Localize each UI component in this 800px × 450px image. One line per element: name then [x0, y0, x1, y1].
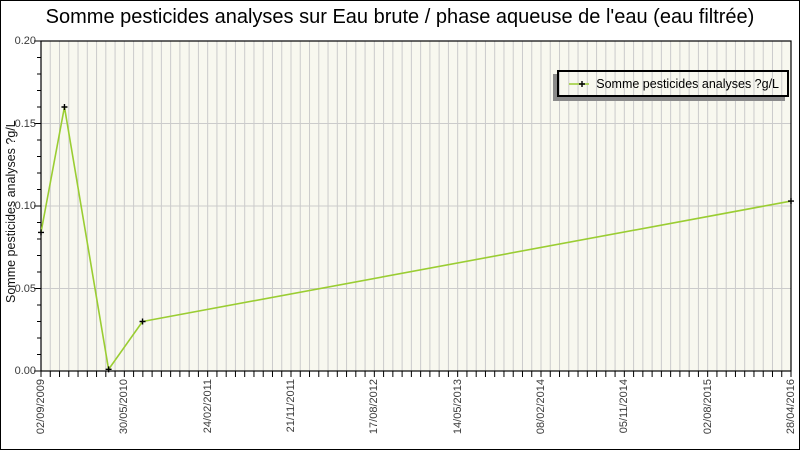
x-tick-label: 28/04/2016 — [785, 379, 797, 435]
chart-title: Somme pesticides analyses sur Eau brute … — [45, 6, 755, 28]
x-tick-label: 24/02/2011 — [201, 379, 214, 434]
x-tick-label: 02/09/2009 — [35, 379, 47, 435]
y-tick-label: 0.15 — [14, 117, 36, 130]
data-point-marker — [105, 366, 112, 373]
legend-label: Somme pesticides analyses ?g/L — [596, 76, 779, 91]
x-tick-label: 05/11/2014 — [618, 379, 631, 434]
y-tick-label: 0.10 — [14, 200, 36, 212]
x-tick-label: 08/02/2014 — [535, 379, 547, 435]
data-point-marker — [788, 198, 794, 205]
x-tick-label: 17/08/2012 — [368, 379, 381, 435]
y-tick-label: 0.05 — [14, 282, 36, 295]
y-axis-label: Somme pesticides analyses ?g/L — [4, 120, 18, 303]
data-point-marker — [38, 229, 44, 236]
data-point-marker — [61, 104, 68, 110]
legend-line-marker-icon — [569, 80, 590, 87]
x-tick-label: 02/08/2015 — [701, 379, 714, 435]
x-tick-label: 21/11/2011 — [285, 379, 297, 433]
data-point-marker — [139, 318, 146, 325]
y-tick-label: 0.20 — [14, 35, 36, 47]
x-tick-label: 14/05/2013 — [451, 379, 464, 435]
x-tick-label: 30/05/2010 — [118, 379, 131, 435]
legend: Somme pesticides analyses ?g/L — [557, 70, 789, 97]
y-tick-label: 0.00 — [14, 365, 36, 377]
plot-border — [40, 40, 792, 372]
